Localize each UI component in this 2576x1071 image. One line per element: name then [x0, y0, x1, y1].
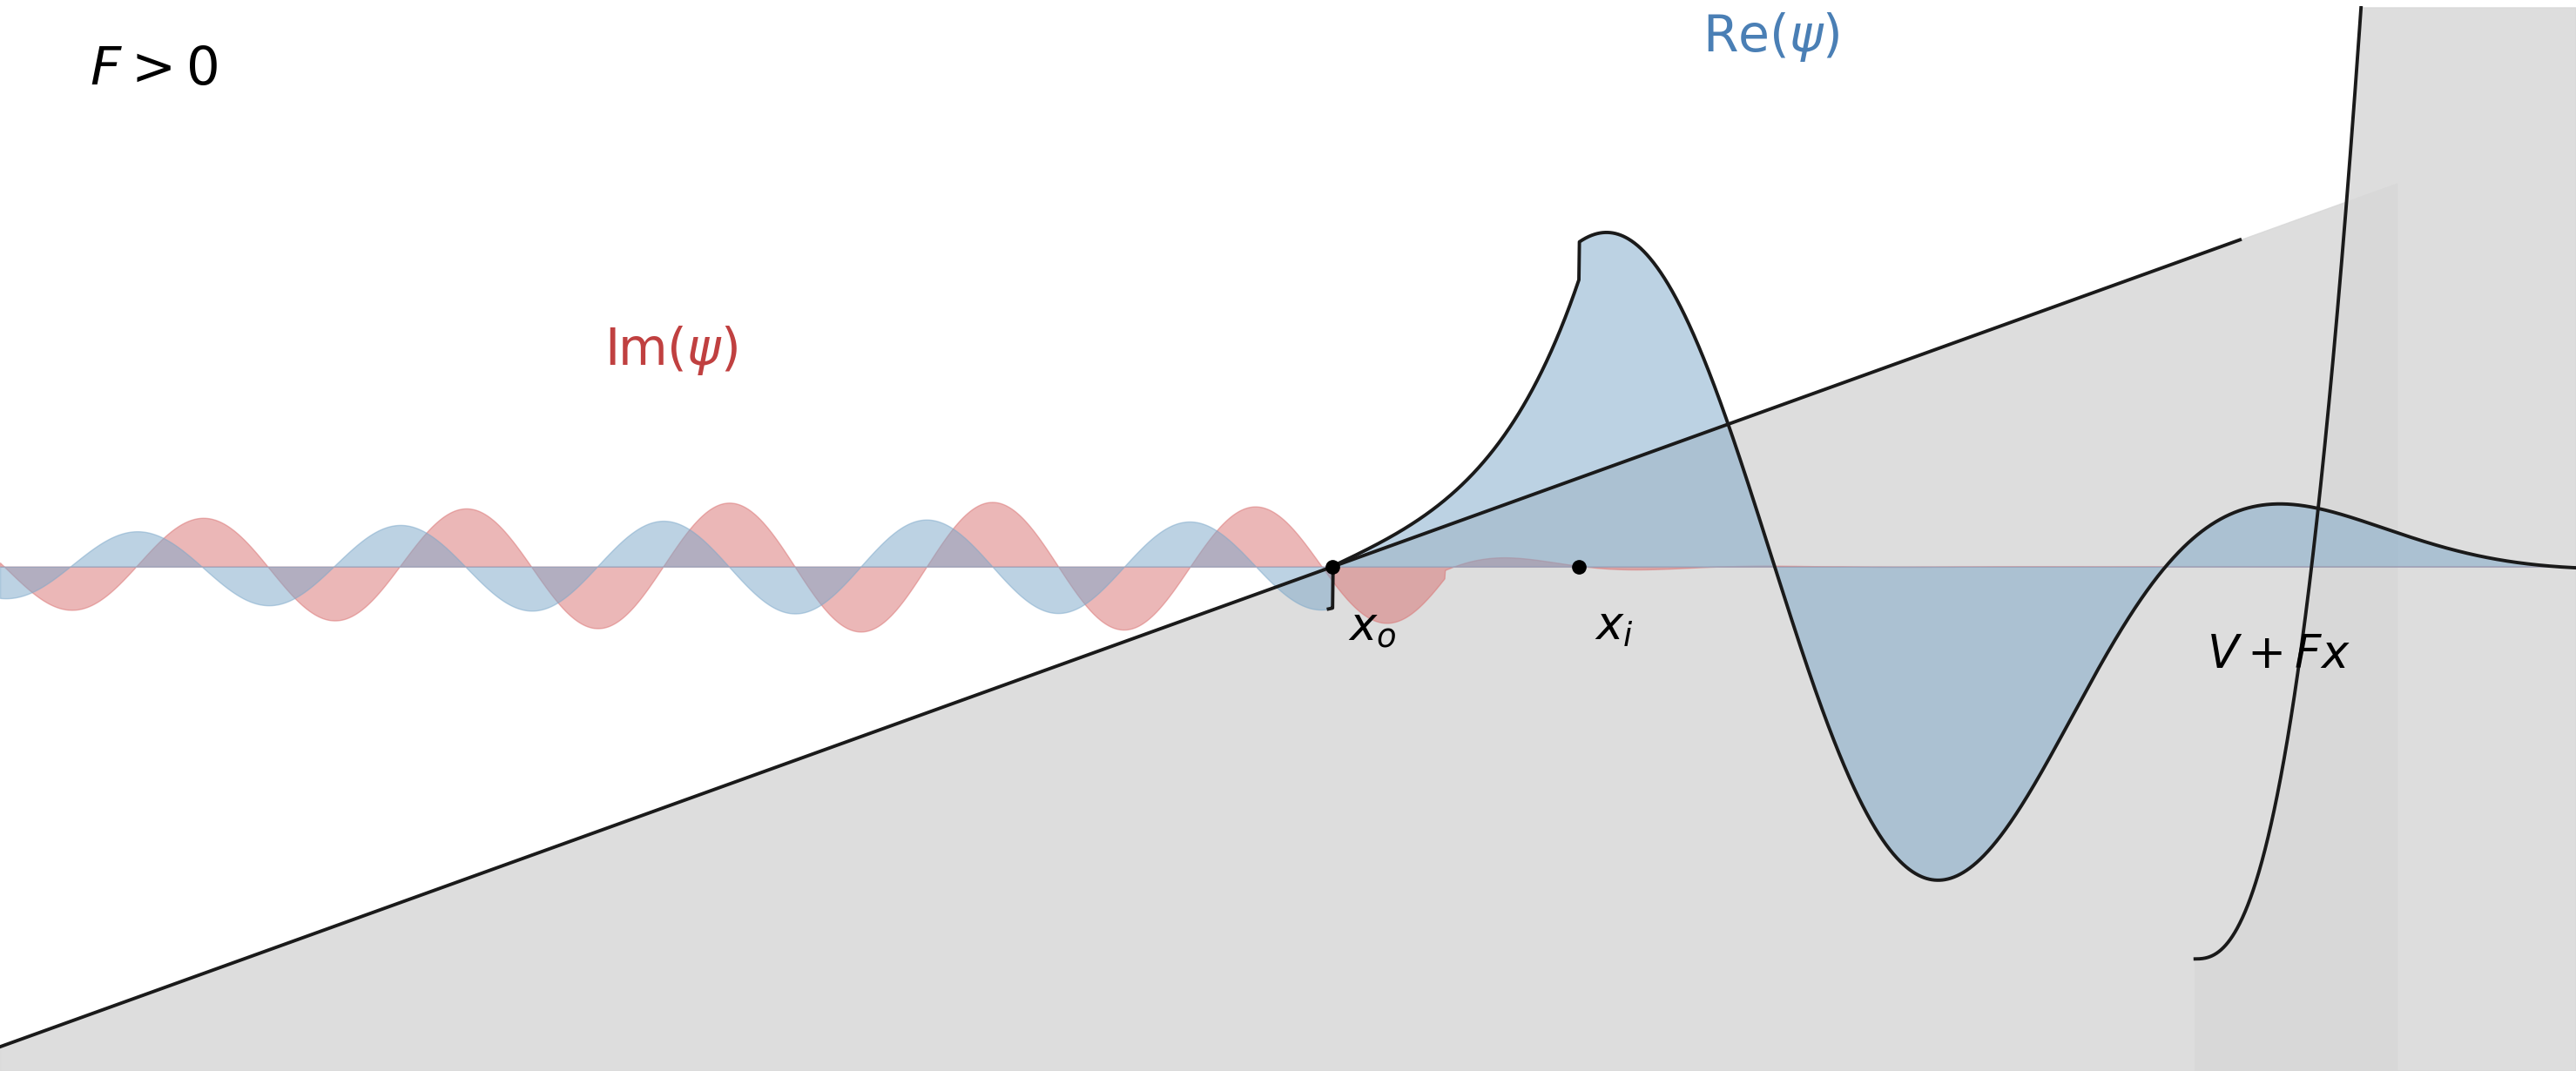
- Text: $\mathrm{Im}(\psi)$: $\mathrm{Im}(\psi)$: [605, 323, 739, 377]
- Text: $\mathrm{Re}(\psi)$: $\mathrm{Re}(\psi)$: [1703, 10, 1839, 63]
- Text: $F > 0$: $F > 0$: [90, 45, 216, 96]
- Text: $V + Fx$: $V + Fx$: [2208, 632, 2349, 677]
- Text: $x_i$: $x_i$: [1595, 604, 1633, 649]
- Text: $x_o$: $x_o$: [1347, 604, 1396, 649]
- Polygon shape: [2195, 7, 2576, 1071]
